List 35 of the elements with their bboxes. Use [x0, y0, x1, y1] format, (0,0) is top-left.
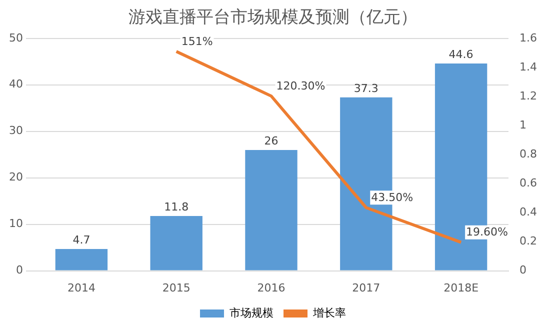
y2-tick-label: 0.8 — [520, 147, 538, 160]
data-label: 4.7 — [72, 233, 90, 246]
y-tick-label: 10 — [8, 217, 23, 230]
data-label: 120.30% — [276, 79, 326, 92]
y2-tick-label: 1.2 — [520, 89, 538, 102]
bar — [55, 248, 108, 270]
y-tick-label: 20 — [8, 170, 23, 184]
y-tick-label: 0 — [16, 264, 23, 277]
x-tick-label: 2016 — [257, 281, 286, 294]
y-tick-label: 30 — [8, 124, 23, 138]
legend-label: 市场规模 — [230, 306, 274, 320]
y-tick-label: 50 — [8, 31, 23, 44]
y2-tick-label: 0.4 — [520, 206, 538, 219]
y2-tick-label: 1.4 — [520, 60, 538, 74]
bar — [150, 216, 202, 270]
y2-tick-label: 1.6 — [520, 31, 538, 44]
data-label: 11.8 — [164, 200, 189, 214]
y2-tick-label: 0 — [520, 264, 527, 277]
y-tick-label: 40 — [8, 78, 23, 91]
data-label: 19.60% — [466, 226, 508, 239]
y2-tick-label: 0.6 — [520, 176, 538, 190]
legend-label: 增长率 — [312, 306, 346, 320]
x-tick-label: 2017 — [352, 281, 380, 294]
data-label: 43.50% — [371, 190, 414, 204]
y2-tick-label: 0.2 — [520, 234, 538, 248]
bar — [245, 150, 298, 270]
x-tick-label: 2015 — [162, 281, 190, 294]
data-label: 37.3 — [354, 82, 378, 95]
data-label: 26 — [264, 134, 278, 148]
data-label: 44.6 — [448, 48, 474, 61]
y2-tick-label: 1 — [520, 118, 527, 132]
chart-title: 游戏直播平台市场规模及预测（亿元） — [128, 8, 418, 28]
data-label: 151% — [181, 34, 213, 48]
x-tick-label: 2014 — [67, 281, 96, 294]
x-tick-label: 2018E — [444, 281, 479, 294]
